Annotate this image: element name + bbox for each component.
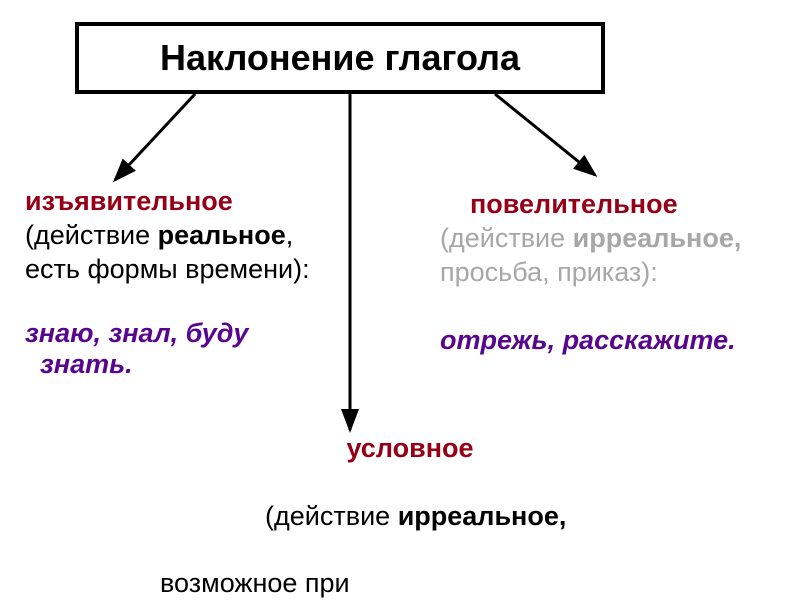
imperative-desc: (действие ирреальное, просьба, приказ): (440, 222, 800, 290)
title-text: Наклонение глагола (160, 37, 520, 79)
t: знаю, знал, буду (25, 318, 390, 349)
t: возможное при (160, 568, 350, 598)
t: (действие (25, 220, 158, 250)
indicative-example: знаю, знал, буду знать. (25, 318, 390, 380)
t: знать. (25, 349, 390, 380)
block-conditional: условное (действие ирреальное, возможное… (160, 432, 660, 600)
diagram-canvas: Наклонение глагола изъявительное (действ… (0, 0, 800, 600)
title-box: Наклонение глагола (75, 22, 605, 94)
conditional-heading: условное (160, 432, 660, 466)
imperative-heading: повелительное (440, 188, 800, 222)
t: ирреальное, (573, 223, 742, 253)
arrow-left (115, 94, 195, 180)
block-imperative: повелительное (действие ирреальное, прос… (440, 188, 800, 289)
t: (действие (265, 501, 398, 531)
t: реальное (158, 220, 286, 250)
t: , (286, 220, 294, 250)
t: ирреальное, (398, 501, 567, 531)
t: (действие (440, 223, 573, 253)
t: просьба, приказ): (440, 257, 658, 287)
t: есть формы времени): (25, 254, 310, 284)
t (220, 501, 265, 531)
indicative-heading: изъявительное (25, 185, 370, 219)
block-indicative: изъявительное (действие реальное, есть ф… (25, 185, 370, 286)
conditional-desc: (действие ирреальное, возможное при опре… (160, 466, 660, 600)
indicative-desc: (действие реальное, есть формы времени): (25, 219, 370, 287)
imperative-example: отрежь, расскажите. (440, 325, 800, 356)
arrow-right (495, 94, 595, 175)
t: отрежь, расскажите. (440, 325, 800, 356)
